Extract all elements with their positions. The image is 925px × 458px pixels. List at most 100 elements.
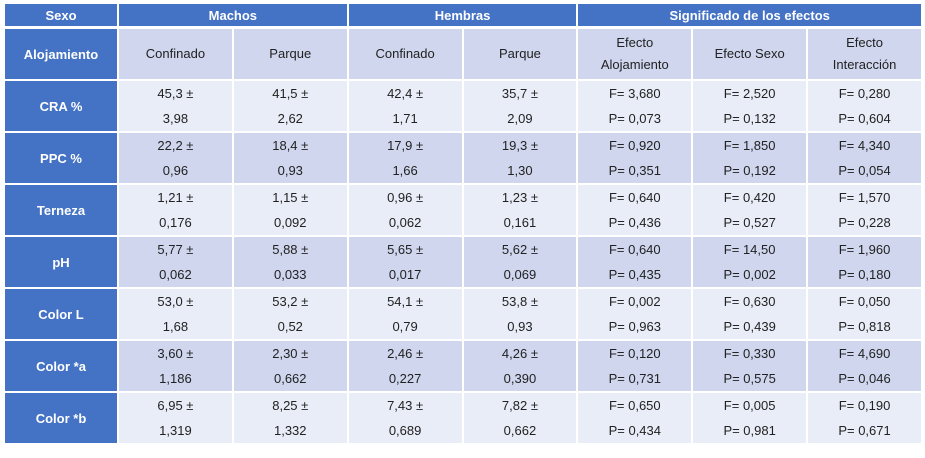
row-label: pH [5, 237, 117, 289]
cell-value: F= 1,570 [838, 190, 891, 205]
table-cell: 18,4 ± 0,93 [233, 133, 347, 185]
cell-secondary: 0,033 [273, 267, 307, 282]
cell-value: F= 0,120 [608, 346, 661, 361]
table-cell: 7,43 ± 0,689 [348, 393, 462, 445]
cell-value: F= 3,680 [608, 86, 661, 101]
cell-secondary: 0,689 [388, 423, 422, 438]
cell-value: F= 0,190 [838, 398, 891, 413]
table-cell: 17,9 ± 1,66 [348, 133, 462, 185]
cell-value: F= 0,640 [608, 190, 661, 205]
cell-value: 2,46 ± [387, 346, 424, 361]
table-cell: 5,65 ± 0,017 [348, 237, 462, 289]
table-cell: F= 2,520 P= 0,132 [693, 81, 807, 133]
cell-secondary: P= 0,671 [838, 423, 891, 438]
col-header: Efecto Interacción [808, 29, 921, 81]
cell-secondary: P= 0,436 [608, 215, 661, 230]
cell-value: F= 0,650 [608, 398, 661, 413]
cell-value: 7,43 ± [387, 398, 424, 413]
cell-value: 42,4 ± [387, 86, 424, 101]
table-cell: 22,2 ± 0,96 [119, 133, 232, 185]
cell-secondary: P= 0,002 [723, 267, 776, 282]
cell-value: 53,0 ± [157, 294, 194, 309]
cell-value: 4,26 ± [501, 346, 538, 361]
cell-value: 0,96 ± [387, 190, 424, 205]
cell-value: F= 0,280 [838, 86, 891, 101]
header-significado: Significado de los efectos [578, 4, 921, 29]
table-cell: F= 0,640 P= 0,435 [578, 237, 692, 289]
cell-secondary: 0,227 [388, 371, 422, 386]
table-cell: 53,0 ± 1,68 [119, 289, 232, 341]
cell-secondary: 1,332 [273, 423, 307, 438]
cell-secondary: 2,62 [277, 111, 303, 126]
row-label: PPC % [5, 133, 117, 185]
cell-secondary: P= 0,604 [838, 111, 891, 126]
cell-secondary: P= 0,180 [838, 267, 891, 282]
table-cell: F= 4,690 P= 0,046 [808, 341, 921, 393]
cell-value: 8,25 ± [272, 398, 309, 413]
cell-value: F= 0,050 [838, 294, 891, 309]
table-cell: F= 14,50 P= 0,002 [693, 237, 807, 289]
table-cell: 1,15 ± 0,092 [233, 185, 347, 237]
cell-secondary: 0,069 [503, 267, 537, 282]
cell-secondary: P= 0,351 [608, 163, 661, 178]
table-cell: 4,26 ± 0,390 [463, 341, 577, 393]
table-cell: 5,62 ± 0,069 [463, 237, 577, 289]
cell-secondary: P= 0,073 [608, 111, 661, 126]
sub-header-row: Alojamiento Confinado Parque Confinado P… [5, 29, 921, 81]
cell-secondary: P= 0,192 [723, 163, 776, 178]
cell-secondary: 0,662 [273, 371, 307, 386]
table-cell: F= 1,850 P= 0,192 [693, 133, 807, 185]
cell-value: 45,3 ± [157, 86, 194, 101]
table-cell: 1,23 ± 0,161 [463, 185, 577, 237]
row-label: Terneza [5, 185, 117, 237]
results-table: Sexo Machos Hembras Significado de los e… [3, 4, 923, 445]
cell-secondary: P= 0,575 [723, 371, 776, 386]
cell-secondary: P= 0,981 [723, 423, 776, 438]
cell-secondary: 1,186 [159, 371, 192, 386]
cell-secondary: 1,319 [159, 423, 192, 438]
cell-value: F= 4,690 [838, 346, 891, 361]
table-cell: F= 1,960 P= 0,180 [808, 237, 921, 289]
cell-secondary: 2,09 [507, 111, 533, 126]
cell-secondary: 0,662 [503, 423, 537, 438]
cell-secondary: P= 0,818 [838, 319, 891, 334]
table-cell: F= 0,330 P= 0,575 [693, 341, 807, 393]
cell-secondary: 0,96 [162, 163, 189, 178]
table-cell: 42,4 ± 1,71 [348, 81, 462, 133]
table-cell: 2,30 ± 0,662 [233, 341, 347, 393]
cell-secondary: P= 0,439 [723, 319, 776, 334]
cell-secondary: 0,062 [159, 267, 192, 282]
table-row: Terneza 1,21 ± 0,176 1,15 ± 0,092 0,96 ± 0,062… [5, 185, 921, 237]
group-header-row: Sexo Machos Hembras Significado de los e… [5, 4, 921, 29]
table-cell: F= 0,420 P= 0,527 [693, 185, 807, 237]
cell-secondary: P= 0,731 [608, 371, 661, 386]
cell-value: 35,7 ± [501, 86, 538, 101]
table-row: PPC % 22,2 ± 0,96 18,4 ± 0,93 17,9 ± 1,66 19,3 … [5, 133, 921, 185]
cell-secondary: 0,93 [277, 163, 303, 178]
cell-secondary: 0,93 [507, 319, 533, 334]
col-header: Confinado [348, 29, 462, 81]
cell-value: F= 1,850 [723, 138, 776, 153]
cell-value: F= 0,630 [723, 294, 776, 309]
cell-value: 22,2 ± [157, 138, 194, 153]
cell-value: 18,4 ± [272, 138, 309, 153]
cell-value: 5,65 ± [387, 242, 424, 257]
table-row: Color *a 3,60 ± 1,186 2,30 ± 0,662 2,46 ± 0,22… [5, 341, 921, 393]
cell-value: 6,95 ± [157, 398, 194, 413]
cell-value: 17,9 ± [387, 138, 424, 153]
table-cell: 2,46 ± 0,227 [348, 341, 462, 393]
table-cell: F= 0,640 P= 0,436 [578, 185, 692, 237]
table-cell: F= 0,650 P= 0,434 [578, 393, 692, 445]
cell-value: F= 0,330 [723, 346, 776, 361]
table-cell: 7,82 ± 0,662 [463, 393, 577, 445]
table-cell: F= 0,050 P= 0,818 [808, 289, 921, 341]
table-cell: 5,77 ± 0,062 [119, 237, 232, 289]
table-row: CRA % 45,3 ± 3,98 41,5 ± 2,62 42,4 ± 1,71 35,7 … [5, 81, 921, 133]
cell-secondary: P= 0,228 [838, 215, 891, 230]
table-cell: F= 0,002 P= 0,963 [578, 289, 692, 341]
cell-value: 1,23 ± [501, 190, 538, 205]
cell-secondary: 0,062 [388, 215, 422, 230]
cell-value: F= 14,50 [723, 242, 776, 257]
cell-value: 2,30 ± [272, 346, 309, 361]
cell-value: 1,15 ± [272, 190, 309, 205]
